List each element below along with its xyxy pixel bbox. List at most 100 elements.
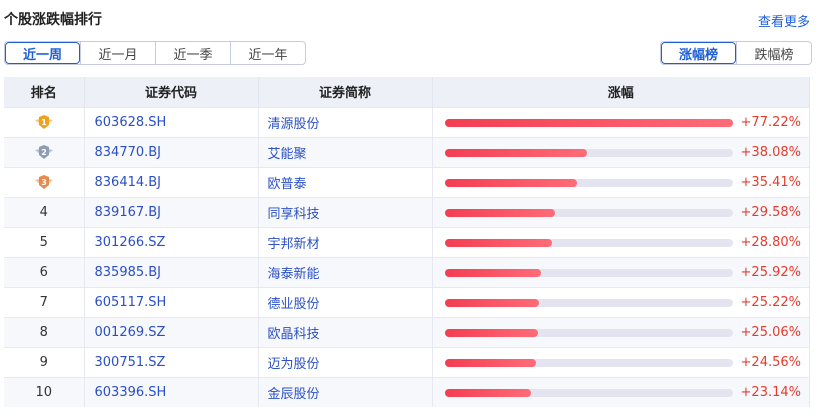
change-cell: +25.92% bbox=[432, 256, 810, 287]
rank-cell: 2 bbox=[4, 136, 85, 167]
change-bar-track bbox=[444, 268, 733, 277]
change-cell: +25.06% bbox=[432, 316, 810, 347]
change-bar-fill bbox=[444, 208, 555, 217]
table-row[interactable]: 3 836414.BJ 欧普泰 +35.41% bbox=[4, 166, 810, 197]
change-cell: +28.80% bbox=[432, 226, 810, 257]
header-change: 涨幅 bbox=[432, 77, 810, 107]
table-row[interactable]: 10 603396.SH 金辰股份 +23.14% bbox=[4, 376, 810, 407]
security-name[interactable]: 宇邦新材 bbox=[258, 226, 433, 257]
change-bar-track bbox=[444, 298, 733, 307]
change-bar-fill bbox=[444, 238, 552, 247]
change-cell: +35.41% bbox=[432, 166, 810, 197]
board-toggle: 涨幅榜 跌幅榜 bbox=[660, 41, 812, 65]
rank-cell: 1 bbox=[4, 106, 85, 137]
change-bar-fill bbox=[444, 268, 542, 277]
change-cell: +23.14% bbox=[432, 376, 810, 407]
rank-number: 5 bbox=[39, 234, 48, 250]
security-code[interactable]: 839167.BJ bbox=[84, 196, 259, 227]
change-percent: +29.58% bbox=[740, 204, 801, 220]
change-bar-track bbox=[444, 388, 733, 397]
change-bar-fill bbox=[444, 298, 539, 307]
rank-number: 9 bbox=[39, 354, 48, 370]
rank-cell: 9 bbox=[4, 346, 85, 377]
table-row[interactable]: 1 603628.SH 清源股份 +77.22% bbox=[4, 106, 810, 137]
period-tabs: 近一周 近一月 近一季 近一年 bbox=[4, 41, 306, 65]
change-percent: +25.22% bbox=[740, 294, 801, 310]
table-row[interactable]: 6 835985.BJ 海泰新能 +25.92% bbox=[4, 256, 810, 287]
change-bar-track bbox=[444, 118, 733, 127]
change-percent: +28.80% bbox=[740, 234, 801, 250]
table-row[interactable]: 4 839167.BJ 同享科技 +29.58% bbox=[4, 196, 810, 227]
security-name[interactable]: 清源股份 bbox=[258, 106, 433, 137]
change-cell: +77.22% bbox=[432, 106, 810, 137]
security-name[interactable]: 欧晶科技 bbox=[258, 316, 433, 347]
header-rank: 排名 bbox=[4, 77, 85, 107]
change-cell: +24.56% bbox=[432, 346, 810, 377]
tab-year[interactable]: 近一年 bbox=[230, 42, 305, 64]
rank-cell: 4 bbox=[4, 196, 85, 227]
change-percent: +77.22% bbox=[740, 114, 801, 130]
security-code[interactable]: 835985.BJ bbox=[84, 256, 259, 287]
tab-month[interactable]: 近一月 bbox=[80, 42, 155, 64]
change-percent: +38.08% bbox=[740, 144, 801, 160]
rank-number: 10 bbox=[35, 384, 53, 400]
rank-number: 6 bbox=[39, 264, 48, 280]
change-bar-fill bbox=[444, 388, 531, 397]
table-row[interactable]: 5 301266.SZ 宇邦新材 +28.80% bbox=[4, 226, 810, 257]
security-code[interactable]: 605117.SH bbox=[84, 286, 259, 317]
change-percent: +25.92% bbox=[740, 264, 801, 280]
rank-cell: 5 bbox=[4, 226, 85, 257]
rank-number: 7 bbox=[39, 294, 48, 310]
rank-number: 4 bbox=[39, 204, 48, 220]
change-bar-fill bbox=[444, 148, 587, 157]
security-name[interactable]: 海泰新能 bbox=[258, 256, 433, 287]
ranking-table: 排名 证券代码 证券简称 涨幅 1 603628.SH 清源股份 +77.22%… bbox=[4, 77, 810, 407]
security-name[interactable]: 金辰股份 bbox=[258, 376, 433, 407]
change-cell: +25.22% bbox=[432, 286, 810, 317]
rank-cell: 6 bbox=[4, 256, 85, 287]
change-cell: +29.58% bbox=[432, 196, 810, 227]
security-code[interactable]: 603628.SH bbox=[84, 106, 259, 137]
silver-medal-icon: 2 bbox=[34, 145, 53, 159]
tab-week[interactable]: 近一周 bbox=[5, 42, 80, 64]
security-code[interactable]: 300751.SZ bbox=[84, 346, 259, 377]
change-bar-track bbox=[444, 148, 733, 157]
rank-cell: 10 bbox=[4, 376, 85, 407]
security-name[interactable]: 同享科技 bbox=[258, 196, 433, 227]
gold-medal-icon: 1 bbox=[34, 115, 53, 129]
table-row[interactable]: 8 001269.SZ 欧晶科技 +25.06% bbox=[4, 316, 810, 347]
security-name[interactable]: 艾能聚 bbox=[258, 136, 433, 167]
medal-number: 3 bbox=[41, 178, 47, 187]
table-row[interactable]: 7 605117.SH 德业股份 +25.22% bbox=[4, 286, 810, 317]
tab-quarter[interactable]: 近一季 bbox=[155, 42, 230, 64]
security-name[interactable]: 欧普泰 bbox=[258, 166, 433, 197]
table-row[interactable]: 9 300751.SZ 迈为股份 +24.56% bbox=[4, 346, 810, 377]
medal-number: 1 bbox=[41, 118, 47, 127]
change-percent: +24.56% bbox=[740, 354, 801, 370]
page-title: 个股涨跌幅排行 bbox=[4, 12, 102, 28]
change-bar-fill bbox=[444, 178, 577, 187]
change-bar-track bbox=[444, 178, 733, 187]
change-percent: +23.14% bbox=[740, 384, 801, 400]
change-bar-track bbox=[444, 238, 733, 247]
tab-losers[interactable]: 跌幅榜 bbox=[736, 42, 811, 64]
security-code[interactable]: 301266.SZ bbox=[84, 226, 259, 257]
change-bar-track bbox=[444, 358, 733, 367]
security-code[interactable]: 603396.SH bbox=[84, 376, 259, 407]
bronze-medal-icon: 3 bbox=[34, 175, 53, 189]
view-more-link[interactable]: 查看更多 bbox=[757, 15, 810, 30]
change-bar-fill bbox=[444, 328, 538, 337]
security-code[interactable]: 836414.BJ bbox=[84, 166, 259, 197]
change-bar-track bbox=[444, 208, 733, 217]
header-code: 证券代码 bbox=[84, 77, 259, 107]
security-code[interactable]: 834770.BJ bbox=[84, 136, 259, 167]
table-row[interactable]: 2 834770.BJ 艾能聚 +38.08% bbox=[4, 136, 810, 167]
rank-number: 8 bbox=[39, 324, 48, 340]
tab-gainers[interactable]: 涨幅榜 bbox=[661, 42, 736, 64]
change-bar-fill bbox=[444, 118, 733, 127]
change-bar-track bbox=[444, 328, 733, 337]
security-name[interactable]: 迈为股份 bbox=[258, 346, 433, 377]
rank-cell: 3 bbox=[4, 166, 85, 197]
security-code[interactable]: 001269.SZ bbox=[84, 316, 259, 347]
security-name[interactable]: 德业股份 bbox=[258, 286, 433, 317]
